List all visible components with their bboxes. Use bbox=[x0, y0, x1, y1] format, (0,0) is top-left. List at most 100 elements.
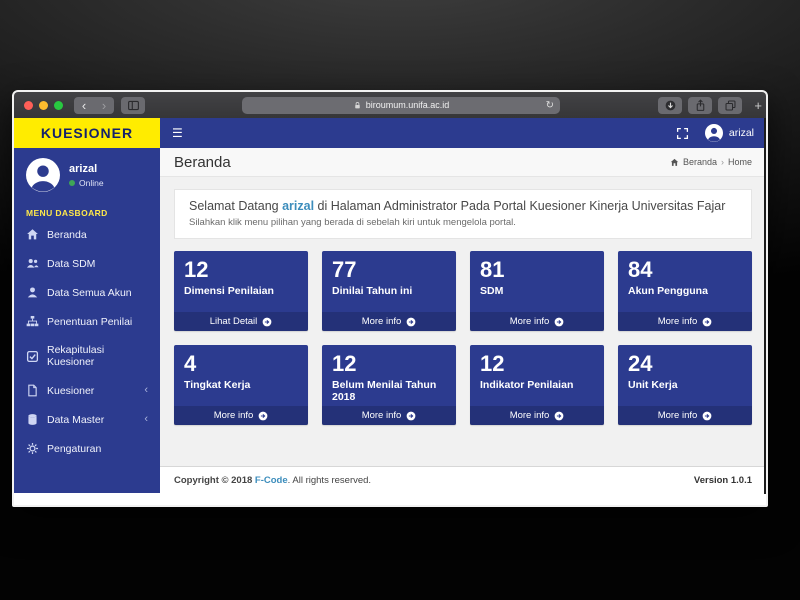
safari-sidebar-button[interactable] bbox=[121, 96, 145, 114]
info-box-body: 12 Indikator Penilaian bbox=[470, 345, 604, 406]
zoom-window-button[interactable] bbox=[54, 100, 63, 110]
arrow-circle-right-icon bbox=[554, 411, 564, 420]
arrow-circle-right-icon bbox=[262, 317, 272, 326]
sitemap-icon bbox=[26, 315, 39, 327]
sidebar-item-beranda[interactable]: Beranda bbox=[14, 220, 160, 249]
info-box-footer-link[interactable]: More info bbox=[618, 312, 752, 331]
forward-button[interactable]: › bbox=[94, 96, 114, 114]
info-box-unit-kerja: 24 Unit Kerja More info bbox=[618, 345, 752, 425]
app-logo[interactable]: KUESIONER bbox=[14, 118, 160, 148]
sidebar-item-label: Penentuan Penilai bbox=[47, 315, 133, 328]
welcome-username-link[interactable]: arizal bbox=[282, 199, 315, 213]
top-navbar: ☰ arizal bbox=[160, 118, 766, 148]
info-box-body: 12 Dimensi Penilaian bbox=[174, 251, 308, 312]
info-box-footer-link[interactable]: More info bbox=[618, 406, 752, 425]
browser-toolbar: ‹ › biroumum.unifa.ac.id ↻ bbox=[14, 92, 766, 118]
info-box-tingkat-kerja: 4 Tingkat Kerja More info bbox=[174, 345, 308, 425]
page-scrollbar[interactable] bbox=[764, 118, 766, 494]
info-box-footer-label: More info bbox=[509, 316, 550, 327]
sidebar-item-pengaturan[interactable]: Pengaturan bbox=[14, 434, 160, 463]
info-box-body: 4 Tingkat Kerja bbox=[174, 345, 308, 406]
fullscreen-icon[interactable] bbox=[676, 127, 689, 140]
info-box-footer-link[interactable]: Lihat Detail bbox=[174, 312, 308, 331]
breadcrumb-separator: › bbox=[720, 157, 724, 167]
browser-window: ‹ › biroumum.unifa.ac.id ↻ bbox=[12, 90, 768, 507]
info-box-footer-label: Lihat Detail bbox=[209, 316, 258, 327]
address-bar[interactable]: biroumum.unifa.ac.id ↻ bbox=[242, 96, 560, 114]
info-box-label: Dimensi Penilaian bbox=[184, 285, 274, 298]
breadcrumb: Beranda › Home bbox=[670, 157, 752, 167]
info-box-value: 84 bbox=[628, 257, 653, 282]
page-content: Selamat Datang arizal di Halaman Adminis… bbox=[160, 177, 766, 466]
users-icon bbox=[26, 259, 39, 268]
check-square-icon bbox=[26, 350, 39, 362]
sidebar-section-label: MENU DASBOARD bbox=[26, 208, 108, 218]
sidebar-user-panel: arizal Online bbox=[14, 148, 160, 200]
info-box-label: Unit Kerja bbox=[628, 379, 678, 392]
info-box-footer-link[interactable]: More info bbox=[322, 406, 456, 425]
sidebar-item-penentuan-penilai[interactable]: Penentuan Penilai bbox=[14, 307, 160, 336]
share-button[interactable] bbox=[688, 96, 712, 114]
close-window-button[interactable] bbox=[24, 100, 33, 110]
sidebar-item-data-semua-akun[interactable]: Data Semua Akun bbox=[14, 278, 160, 307]
info-box-body: 81 SDM bbox=[470, 251, 604, 312]
welcome-subtitle: Silahkan klik menu pilihan yang berada d… bbox=[189, 217, 516, 228]
window-controls bbox=[24, 100, 63, 110]
welcome-prefix: Selamat Datang bbox=[189, 199, 283, 213]
user-status: Online bbox=[69, 178, 104, 188]
tab-overview-button[interactable] bbox=[718, 96, 742, 114]
info-box-body: 12 Belum Menilai Tahun 2018 bbox=[322, 345, 456, 406]
info-box-footer-link[interactable]: More info bbox=[470, 406, 604, 425]
sidebar-item-label: Beranda bbox=[47, 228, 87, 241]
online-dot-icon bbox=[69, 179, 75, 186]
info-box-footer-link[interactable]: More info bbox=[174, 406, 308, 425]
toolbar-actions bbox=[658, 96, 742, 114]
info-box-footer-label: More info bbox=[657, 316, 698, 327]
new-tab-button[interactable]: + bbox=[754, 97, 762, 113]
arrow-circle-right-icon bbox=[406, 411, 416, 420]
content-header: Beranda Beranda › Home bbox=[160, 148, 766, 177]
info-box-value: 12 bbox=[480, 351, 505, 376]
info-box-body: 77 Dinilai Tahun ini bbox=[322, 251, 456, 312]
downloads-button[interactable] bbox=[658, 96, 682, 114]
info-box-footer-link[interactable]: More info bbox=[322, 312, 456, 331]
breadcrumb-item[interactable]: Beranda bbox=[682, 157, 717, 167]
breadcrumb-item[interactable]: Home bbox=[727, 157, 752, 167]
chevron-left-icon: ‹ bbox=[144, 384, 148, 396]
home-icon bbox=[27, 229, 38, 240]
sidebar-item-kuesioner[interactable]: Kuesioner ‹ bbox=[14, 376, 160, 405]
sidebar-item-label: Pengaturan bbox=[47, 442, 102, 455]
sidebar-user-name: arizal bbox=[69, 162, 98, 175]
share-icon bbox=[696, 98, 704, 111]
sidebar-item-rekapitulasi-kuesioner[interactable]: Rekapitulasi Kuesioner bbox=[14, 336, 160, 376]
version-label: Version 1.0.1 bbox=[693, 474, 752, 486]
sidebar-toggle-icon[interactable]: ☰ bbox=[172, 126, 183, 140]
welcome-card: Selamat Datang arizal di Halaman Adminis… bbox=[174, 189, 752, 239]
info-box-label: SDM bbox=[480, 285, 504, 298]
minimize-window-button[interactable] bbox=[39, 100, 48, 110]
back-button[interactable]: ‹ bbox=[74, 96, 94, 114]
info-box-body: 24 Unit Kerja bbox=[618, 345, 752, 406]
info-box-label: Belum Menilai Tahun 2018 bbox=[332, 379, 437, 404]
welcome-title: Selamat Datang arizal di Halaman Adminis… bbox=[189, 199, 737, 213]
gear-icon bbox=[26, 442, 39, 455]
info-box-value: 24 bbox=[628, 351, 653, 376]
navbar-user-menu[interactable]: arizal bbox=[704, 124, 754, 142]
sidebar-item-label: Rekapitulasi Kuesioner bbox=[47, 344, 105, 368]
user-status-label: Online bbox=[79, 177, 104, 188]
sidebar-item-data-master[interactable]: Data Master ‹ bbox=[14, 405, 160, 434]
sidebar-item-label: Kuesioner bbox=[47, 384, 95, 397]
info-box-footer-label: More info bbox=[509, 410, 550, 421]
info-box-dimensi-penilaian: 12 Dimensi Penilaian Lihat Detail bbox=[174, 251, 308, 331]
download-icon bbox=[665, 100, 675, 110]
reload-icon[interactable]: ↻ bbox=[545, 99, 554, 111]
user-avatar bbox=[704, 124, 723, 142]
fcode-link[interactable]: F-Code bbox=[254, 474, 288, 486]
info-box-label: Indikator Penilaian bbox=[480, 379, 574, 392]
copyright-prefix: Copyright © 2018 bbox=[174, 474, 255, 486]
info-box-footer-link[interactable]: More info bbox=[470, 312, 604, 331]
info-box-value: 81 bbox=[480, 257, 505, 282]
info-box-label: Dinilai Tahun ini bbox=[332, 285, 413, 298]
sidebar-item-data-sdm[interactable]: Data SDM bbox=[14, 249, 160, 278]
